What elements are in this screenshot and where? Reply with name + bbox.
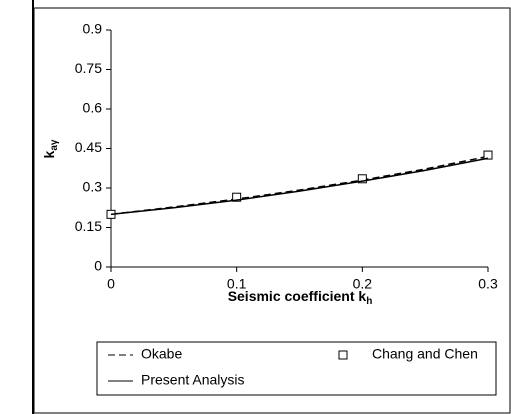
y-tick-label: 0 <box>94 258 102 274</box>
y-tick-label: 0.45 <box>75 139 102 155</box>
series-line <box>110 157 489 216</box>
marker <box>232 192 242 202</box>
y-tick-label: 0.9 <box>83 21 103 37</box>
x-axis-label: Seismic coefficient kh <box>228 288 373 307</box>
legend-label: Chang and Chen <box>372 346 478 362</box>
x-label-main: Seismic coefficient k <box>228 288 367 304</box>
marker <box>357 174 367 184</box>
legend-marker <box>338 350 348 360</box>
legend-label: Present Analysis <box>141 372 245 388</box>
y-label-main: k <box>41 150 57 158</box>
x-label-sub: h <box>366 296 372 307</box>
x-tick-label: 0.3 <box>478 276 498 292</box>
y-tick-label: 0.3 <box>83 179 103 195</box>
series-line <box>110 155 489 216</box>
y-label-sub: aγ <box>49 139 60 151</box>
y-axis-label: kaγ <box>41 139 60 158</box>
x-tick-label: 0 <box>107 276 115 292</box>
marker <box>483 150 493 160</box>
y-tick-label: 0.6 <box>83 100 103 116</box>
legend <box>96 341 497 396</box>
legend-label: Okabe <box>141 346 182 362</box>
y-tick-label: 0.15 <box>75 218 102 234</box>
x-tick-label: 0.1 <box>227 276 247 292</box>
y-tick-label: 0.75 <box>75 60 102 76</box>
x-tick-label: 0.2 <box>353 276 373 292</box>
